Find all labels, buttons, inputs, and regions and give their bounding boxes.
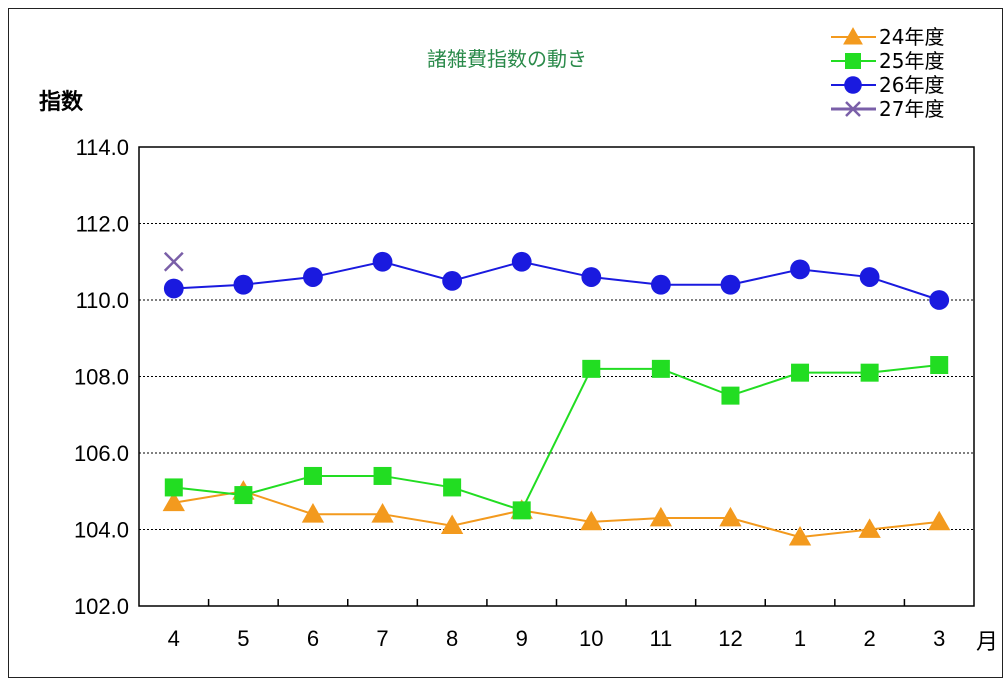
y-tick-label: 104.0 [74,518,129,543]
chart-frame: 諸雑費指数の動き 指数 月 102.0 104.0 106.0 108.0 110.0 1… [8,8,1003,678]
marker-circle [233,274,254,295]
marker-square [512,501,531,520]
marker-triangle [858,518,881,538]
y-axis-label: 指数 [39,89,84,115]
marker-square [234,486,253,505]
marker-triangle [719,506,742,527]
series-line [173,260,940,301]
x-tick-label: 12 [718,626,742,651]
marker-circle [650,274,671,295]
x-tick-label: 10 [579,626,603,651]
marker-square [373,466,392,485]
marker-triangle [301,503,325,523]
legend-label: 25年度 [879,49,944,73]
marker-circle [511,251,532,272]
series-2 [163,251,950,310]
marker-triangle [788,525,812,546]
marker-x [845,101,861,117]
marker-triangle [580,510,603,531]
x-tick-label: 7 [376,626,388,651]
marker-circle [859,267,880,287]
x-tick-label: 8 [446,626,458,651]
marker-circle [303,267,323,287]
y-tick-label: 110.0 [76,288,129,313]
x-tick-label: 2 [864,626,876,651]
legend-label: 26年度 [879,73,944,97]
x-tick-label: 1 [794,626,806,651]
chart: 諸雑費指数の動き 指数 月 102.0104.0106.0108.0110.01… [39,25,998,655]
legend-label: 24年度 [879,25,944,49]
series-3 [163,251,184,272]
y-tick-label: 102.0 [74,594,129,619]
legend-item: 27年度 [831,97,944,121]
x-tick-label: 3 [933,626,945,651]
marker-circle [442,270,463,291]
marker-circle [720,274,741,295]
y-tick-label: 114.0 [76,135,129,160]
marker-circle [372,251,393,272]
series-line [173,364,940,512]
grid-lines [139,223,974,530]
marker-circle [929,290,950,310]
series-1 [164,356,949,520]
marker-square [443,478,462,497]
legend-item: 24年度 [831,25,944,49]
marker-square [303,466,322,485]
x-tick-label: 9 [516,626,528,651]
marker-triangle [162,491,185,512]
marker-square [721,386,740,405]
y-tick-label: 108.0 [74,365,129,390]
series-0 [162,480,951,546]
x-axis-unit: 月 [976,630,998,655]
marker-square [651,359,670,378]
axes: 102.0 104.0 106.0 108.0 110.0 112.0 114.0 4 5 6 7 8… [74,135,945,651]
marker-circle [581,267,602,287]
marker-square [845,53,861,69]
series-line [173,490,940,539]
y-tick-label: 112.0 [76,212,129,237]
legend-label: 27年度 [879,97,944,121]
series-lines [162,251,951,546]
marker-square [930,356,949,375]
x-tick-label: 4 [168,626,180,651]
marker-square [791,363,810,382]
marker-triangle [843,27,863,45]
marker-triangle [440,514,464,535]
legend-item: 25年度 [831,49,944,73]
marker-triangle [649,506,673,527]
marker-square [582,359,601,378]
x-tick-label: 5 [237,626,249,651]
marker-square [164,478,183,497]
marker-circle [163,278,184,299]
marker-circle [790,259,810,280]
marker-circle [844,76,862,94]
x-tick-label: 6 [307,626,319,651]
marker-square [860,363,879,382]
legend-item: 26年度 [831,73,944,97]
chart-title: 諸雑費指数の動き [427,47,587,71]
marker-triangle [928,510,951,531]
marker-triangle [371,503,394,523]
y-tick-label: 106.0 [74,441,129,466]
marker-x [163,251,184,272]
x-tick-label: 11 [649,626,672,651]
